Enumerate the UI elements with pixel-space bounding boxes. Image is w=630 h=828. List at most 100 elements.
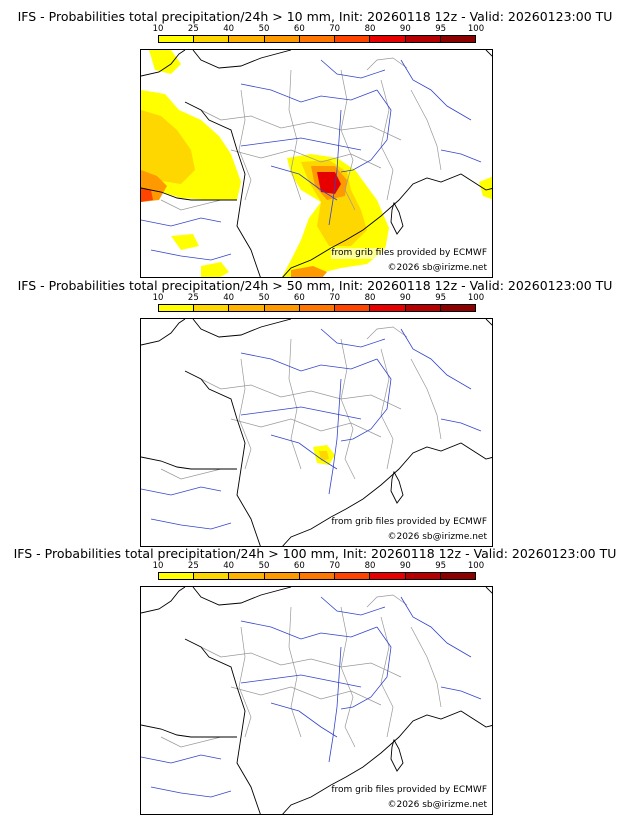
coastline [141,456,237,470]
color-scale-bar [158,35,476,43]
river-line [240,83,378,103]
coastline [485,50,492,57]
source-credit: from grib files provided by ECMWF [331,517,487,528]
scale-swatch [159,305,195,311]
probability-area [317,172,341,194]
scale-label: 25 [187,561,199,571]
scale-label: 70 [329,24,341,34]
admin-border-line [230,686,382,706]
river-line [400,59,472,121]
scale-label: 70 [329,561,341,571]
map-france: from grib files provided by ECMWF ©2026 … [140,318,493,547]
scale-label: 100 [467,293,485,303]
scale-label: 80 [364,24,376,34]
scale-swatch [159,36,195,42]
probability-area [171,234,199,250]
geography-lines [141,319,492,546]
coastline [184,638,261,814]
admin-border-line [410,358,442,440]
coastline [192,587,292,606]
scale-label: 25 [187,24,199,34]
admin-border-line [230,418,382,438]
river-line [340,626,392,710]
forecast-panel-3: IFS - Probabilities total precipitation/… [0,546,630,815]
scale-swatch [370,36,406,42]
scale-label: 50 [258,24,270,34]
scale-swatch [440,573,475,579]
map-svg [141,319,492,546]
admin-border-line [200,378,402,410]
admin-border-line [288,338,302,470]
river-line [240,620,378,640]
color-scale-bar [158,304,476,312]
river-line [400,596,472,658]
scale-label: 95 [435,561,447,571]
scale-label: 40 [223,293,235,303]
river-line [440,686,482,700]
scale-label: 90 [399,561,411,571]
river-line [240,406,362,420]
scale-swatch [264,36,300,42]
scale-swatch [229,573,265,579]
admin-border-line [238,89,252,201]
color-scale-bar [158,572,476,580]
scale-swatch [159,573,195,579]
copyright-credit: ©2026 sb@irizme.net [387,263,487,274]
river-line [240,352,378,372]
river-line [270,165,338,201]
river-line [141,217,222,227]
scale-label: 10 [152,24,164,34]
coastline [184,370,261,546]
scale-labels: 10 25 40 50 60 70 80 90 95 100 [153,24,485,34]
admin-border-line [380,616,394,738]
river-line [240,137,362,151]
coastline [192,319,292,338]
coastline [141,50,186,77]
scale-swatch [335,36,371,42]
scale-label: 60 [293,293,305,303]
coastline [390,201,404,235]
scale-label: 40 [223,561,235,571]
scale-label: 10 [152,293,164,303]
source-credit: from grib files provided by ECMWF [331,248,487,259]
map-france: from grib files provided by ECMWF ©2026 … [140,49,493,278]
coastline [184,101,261,277]
panel-title: IFS - Probabilities total precipitation/… [17,278,613,293]
admin-border-line [160,736,237,748]
scale-swatch [440,36,475,42]
map-france: from grib files provided by ECMWF ©2026 … [140,586,493,815]
scale-label: 80 [364,293,376,303]
scale-swatch [194,573,230,579]
scale-label: 100 [467,561,485,571]
geography-lines [141,50,492,277]
river-line [320,59,386,79]
scale-label: 60 [293,24,305,34]
river-line [328,646,342,763]
admin-border-line [380,79,394,201]
scale-label: 90 [399,293,411,303]
river-line [340,89,392,173]
river-line [150,249,232,261]
forecast-panel-2: IFS - Probabilities total precipitation/… [0,278,630,547]
scale-swatch [229,305,265,311]
river-line [270,434,338,470]
scale-swatch [264,305,300,311]
admin-border-line [366,594,408,608]
river-line [141,486,222,496]
scale-labels: 10 25 40 50 60 70 80 90 95 100 [153,561,485,571]
scale-swatch [335,573,371,579]
river-line [340,358,392,442]
admin-border-line [160,199,237,211]
probability-area [479,176,492,200]
scale-swatch [370,305,406,311]
probability-area [141,188,153,202]
admin-border-line [366,326,408,340]
scale-swatch [440,305,475,311]
admin-border-line [288,606,302,738]
coastline [485,587,492,594]
river-line [150,518,232,530]
admin-border-line [238,358,252,470]
probability-shading [141,50,492,277]
probability-area [149,50,181,74]
scale-label: 70 [329,293,341,303]
